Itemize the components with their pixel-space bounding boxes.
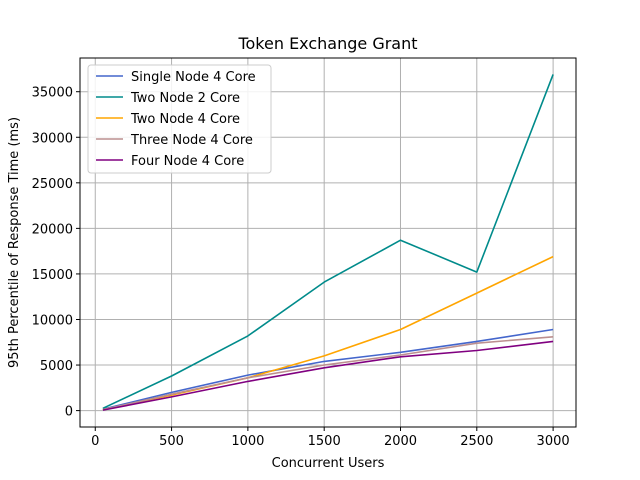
legend-box [87,64,272,174]
y-tick-label: 0 [65,405,73,420]
plot-area-frame [79,57,577,428]
y-tick-label: 15000 [32,268,73,283]
series-line-3 [102,255,554,411]
x-tick-label: 3000 [537,434,570,449]
x-axis: 0 500 1000 1500 2000 2500 3000 [91,427,570,449]
x-tick-label: 2000 [384,434,417,449]
y-axis: 0 5000 10000 15000 20000 25000 30000 35000 [32,86,80,420]
series-line-4 [102,336,554,411]
legend-label: Single Node 4 Core [131,70,256,85]
series-line-5 [102,340,554,411]
legend-label: Two Node 4 Core [130,112,240,127]
chart-title: Token Exchange Grant [237,34,417,53]
x-tick-label: 500 [159,434,184,449]
x-tick-label: 0 [91,434,99,449]
x-axis-label: Concurrent Users [272,456,385,471]
series-lines [102,74,554,411]
y-tick-label: 20000 [32,222,73,237]
series-line-2 [102,74,554,410]
y-tick-label: 30000 [32,131,73,146]
y-tick-label: 35000 [32,86,73,101]
x-tick-label: 1500 [308,434,341,449]
y-axis-label: 95th Percentile of Response Time (ms) [7,117,22,368]
series-line-1 [102,328,554,410]
y-tick-label: 10000 [32,313,73,328]
legend: Single Node 4 Core Two Node 2 Core Two Nod… [87,64,272,174]
y-tick-label: 25000 [32,177,73,192]
legend-label: Two Node 2 Core [130,91,240,106]
legend-label: Four Node 4 Core [131,154,244,169]
x-tick-label: 2500 [460,434,493,449]
y-tick-label: 5000 [40,359,73,374]
legend-label: Three Node 4 Core [130,133,253,148]
x-tick-label: 1000 [231,434,264,449]
